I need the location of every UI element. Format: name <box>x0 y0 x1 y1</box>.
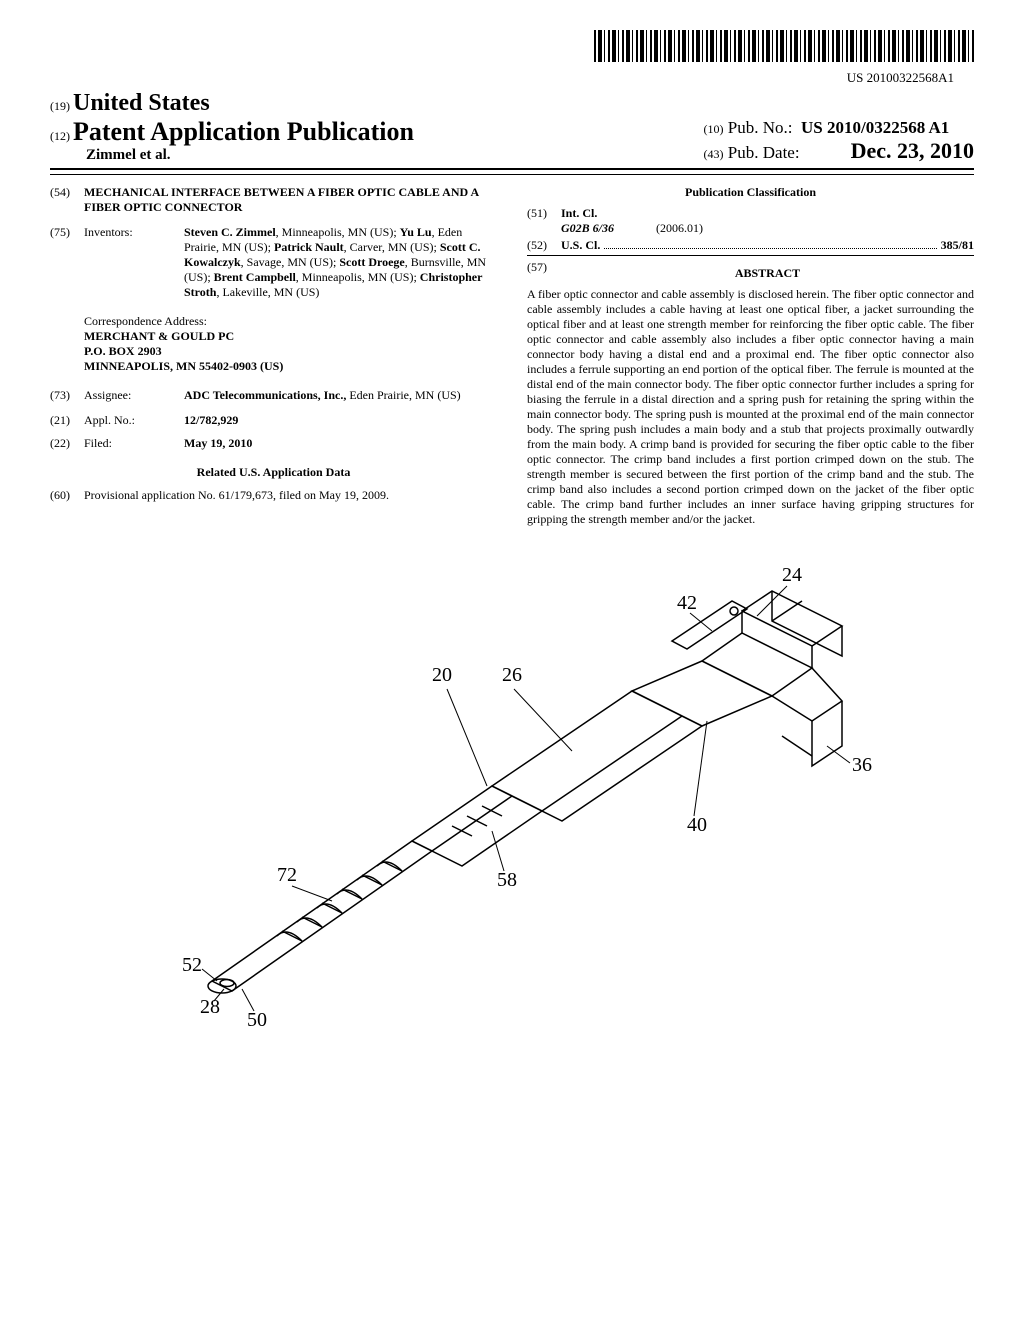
header-left: (19) United States (12) Patent Applicati… <box>50 90 414 164</box>
classification-hdr: Publication Classification <box>527 185 974 200</box>
date-val: Dec. 23, 2010 <box>851 138 974 163</box>
f52-content: U.S. Cl. 385/81 <box>561 238 974 253</box>
f60-val: Provisional application No. 61/179,673, … <box>84 488 497 503</box>
callout-58: 58 <box>497 869 517 891</box>
inventor-campbell: Brent Campbell, Minneapolis, MN (US); <box>214 270 420 284</box>
f52-val: 385/81 <box>941 238 974 253</box>
figure: 24 42 20 26 36 40 58 72 52 28 50 <box>50 551 974 1035</box>
rule-thick <box>50 168 974 170</box>
field-21: (21) Appl. No.: 12/782,929 <box>50 413 497 428</box>
f51-code: G02B 6/36 <box>561 221 614 235</box>
callout-72: 72 <box>277 864 297 886</box>
dots <box>604 248 936 249</box>
field-60: (60) Provisional application No. 61/179,… <box>50 488 497 503</box>
f21-num: (21) <box>50 413 84 428</box>
f73-val: ADC Telecommunications, Inc., Eden Prair… <box>184 388 497 403</box>
f21-val: 12/782,929 <box>184 413 497 428</box>
rule-thin <box>50 174 974 175</box>
callout-24: 24 <box>782 564 802 586</box>
field-51: (51) Int. Cl. G02B 6/36 (2006.01) <box>527 206 974 236</box>
corr-line2: P.O. BOX 2903 <box>84 344 497 359</box>
f22-val: May 19, 2010 <box>184 436 497 451</box>
corr-label: Correspondence Address: <box>84 314 497 329</box>
callout-26: 26 <box>502 664 522 686</box>
field-75: (75) Inventors: Steven C. Zimmel, Minnea… <box>50 225 497 300</box>
callout-20: 20 <box>432 664 452 686</box>
pubno: US 2010/0322568 A1 <box>801 118 949 137</box>
f57-num: (57) <box>527 260 561 287</box>
f51-year: (2006.01) <box>656 221 703 235</box>
field-22: (22) Filed: May 19, 2010 <box>50 436 497 451</box>
f54-title: MECHANICAL INTERFACE BETWEEN A FIBER OPT… <box>84 185 497 215</box>
pub-prefix: (12) <box>50 129 70 143</box>
callout-50: 50 <box>247 1009 267 1031</box>
country: United States <box>73 90 210 116</box>
authors: Zimmel et al. <box>86 147 414 164</box>
f75-val: Steven C. Zimmel, Minneapolis, MN (US); … <box>184 225 497 300</box>
f51-label: Int. Cl. <box>561 206 597 220</box>
f51-content: Int. Cl. G02B 6/36 (2006.01) <box>561 206 974 236</box>
date-prefix: (43) <box>704 147 724 161</box>
header-right: (10) Pub. No.: US 2010/0322568 A1 (43) P… <box>704 118 974 164</box>
correspondence: Correspondence Address: MERCHANT & GOULD… <box>84 314 497 374</box>
field-54: (54) MECHANICAL INTERFACE BETWEEN A FIBE… <box>50 185 497 215</box>
f22-label: Filed: <box>84 436 184 451</box>
barcode-label: US 20100322568A1 <box>50 70 954 86</box>
pub-title: Patent Application Publication <box>73 117 414 146</box>
country-prefix: (19) <box>50 99 70 113</box>
f73-val-bold: ADC Telecommunications, Inc., <box>184 388 346 402</box>
callout-42: 42 <box>677 592 697 614</box>
f60-num: (60) <box>50 488 84 503</box>
abstract-text: A fiber optic connector and cable assemb… <box>527 287 974 527</box>
callout-52: 52 <box>182 954 202 976</box>
f22-num: (22) <box>50 436 84 451</box>
callout-36: 36 <box>852 754 872 776</box>
corr-line1: MERCHANT & GOULD PC <box>84 329 497 344</box>
f52-label: U.S. Cl. <box>561 238 600 253</box>
f73-label: Assignee: <box>84 388 184 403</box>
related-hdr: Related U.S. Application Data <box>50 465 497 480</box>
patent-figure-svg: 24 42 20 26 36 40 58 72 52 28 50 <box>132 551 892 1031</box>
left-column: (54) MECHANICAL INTERFACE BETWEEN A FIBE… <box>50 185 497 527</box>
field-52: (52) U.S. Cl. 385/81 <box>527 238 974 253</box>
barcode-area <box>50 30 974 66</box>
abstract-hdr: ABSTRACT <box>561 266 974 281</box>
class-rule <box>527 255 974 256</box>
f54-num: (54) <box>50 185 84 215</box>
f73-num: (73) <box>50 388 84 403</box>
header: (19) United States (12) Patent Applicati… <box>50 90 974 164</box>
f52-num: (52) <box>527 238 561 253</box>
date-label: Pub. Date: <box>728 143 800 162</box>
pubno-label: Pub. No.: <box>728 118 793 137</box>
barcode <box>594 30 974 62</box>
field-73: (73) Assignee: ADC Telecommunications, I… <box>50 388 497 403</box>
field-57: (57) ABSTRACT <box>527 260 974 287</box>
columns: (54) MECHANICAL INTERFACE BETWEEN A FIBE… <box>50 185 974 527</box>
callout-28: 28 <box>200 996 220 1018</box>
f75-num: (75) <box>50 225 84 300</box>
f51-num: (51) <box>527 206 561 236</box>
inventor-zimmel: Steven C. Zimmel, Minneapolis, MN (US); <box>184 225 400 239</box>
pubno-prefix: (10) <box>704 122 724 136</box>
inventor-nault: Patrick Nault, Carver, MN (US); <box>274 240 440 254</box>
f21-label: Appl. No.: <box>84 413 184 428</box>
right-column: Publication Classification (51) Int. Cl.… <box>527 185 974 527</box>
f75-label: Inventors: <box>84 225 184 300</box>
f73-val-rest: Eden Prairie, MN (US) <box>349 388 460 402</box>
callout-40: 40 <box>687 814 707 836</box>
corr-line3: MINNEAPOLIS, MN 55402-0903 (US) <box>84 359 497 374</box>
